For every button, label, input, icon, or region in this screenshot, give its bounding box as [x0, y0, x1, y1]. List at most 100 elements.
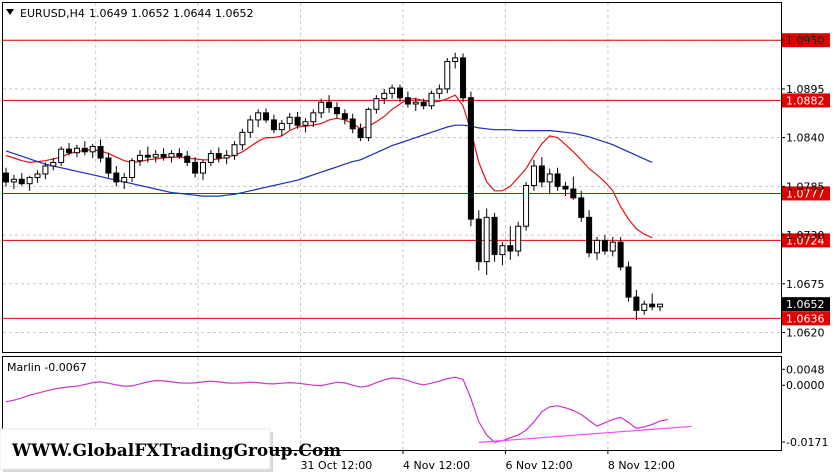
candle[interactable] — [404, 91, 411, 108]
candle[interactable] — [586, 210, 593, 258]
candle[interactable] — [136, 150, 143, 166]
candle-body-bull — [310, 112, 317, 123]
candle[interactable] — [341, 109, 348, 125]
candle[interactable] — [81, 141, 88, 156]
candle[interactable] — [105, 152, 112, 178]
candlesticks[interactable] — [3, 52, 664, 321]
candle[interactable] — [239, 128, 246, 151]
candle[interactable] — [641, 300, 648, 315]
candle[interactable] — [412, 97, 419, 112]
candle[interactable] — [507, 226, 514, 260]
candle[interactable] — [129, 158, 136, 182]
candle[interactable] — [231, 141, 238, 160]
candle[interactable] — [467, 91, 474, 227]
candle[interactable] — [168, 150, 175, 163]
candle[interactable] — [318, 98, 325, 119]
candle[interactable] — [18, 173, 25, 186]
candle[interactable] — [121, 173, 128, 190]
candle-body-bull — [389, 87, 396, 94]
candle[interactable] — [428, 90, 435, 110]
candle[interactable] — [286, 112, 293, 130]
candle[interactable] — [89, 143, 96, 159]
candle[interactable] — [554, 167, 561, 191]
candle[interactable] — [562, 181, 569, 197]
current-price-label: 1.0652 — [786, 298, 825, 311]
candle[interactable] — [302, 118, 309, 133]
candle-body-bear — [270, 119, 277, 131]
candle[interactable] — [26, 175, 33, 191]
main-plot-frame[interactable] — [2, 2, 782, 353]
candle[interactable] — [570, 176, 577, 200]
candle-body-bear — [633, 296, 640, 311]
candle[interactable] — [176, 148, 183, 159]
candle-body-bear — [467, 97, 474, 220]
candle[interactable] — [97, 139, 104, 163]
candle[interactable] — [657, 303, 664, 312]
candle[interactable] — [3, 167, 9, 187]
candle[interactable] — [625, 261, 632, 302]
candle[interactable] — [499, 242, 506, 266]
candle[interactable] — [452, 52, 459, 69]
candle[interactable] — [530, 159, 537, 191]
candle[interactable] — [420, 98, 427, 110]
candle[interactable] — [310, 109, 317, 128]
candle-body-bull — [302, 121, 309, 126]
candle[interactable] — [200, 159, 206, 181]
ind-y-tick-label: -0.0171 — [786, 436, 828, 449]
y-tick-label: 1.0675 — [786, 278, 825, 291]
candle[interactable] — [58, 146, 65, 166]
candle[interactable] — [192, 157, 199, 178]
candle[interactable] — [349, 113, 356, 134]
candle[interactable] — [617, 236, 624, 271]
candle[interactable] — [255, 109, 262, 128]
candle[interactable] — [633, 289, 640, 321]
candle[interactable] — [223, 150, 230, 165]
candle[interactable] — [263, 108, 270, 123]
candle[interactable] — [475, 210, 482, 271]
candle[interactable] — [397, 84, 403, 103]
candle[interactable] — [160, 148, 167, 161]
candle[interactable] — [538, 157, 545, 188]
candle[interactable] — [649, 293, 656, 311]
candle[interactable] — [215, 147, 222, 163]
candle[interactable] — [10, 174, 17, 190]
collapse-triangle-icon[interactable] — [6, 9, 14, 15]
candle[interactable] — [436, 84, 443, 99]
candle[interactable] — [444, 57, 451, 94]
candle-body-bear — [562, 185, 569, 190]
candle[interactable] — [601, 235, 608, 255]
candle[interactable] — [594, 236, 600, 260]
candle[interactable] — [523, 181, 530, 231]
candle[interactable] — [73, 144, 80, 158]
candle[interactable] — [152, 150, 159, 163]
candle[interactable] — [34, 170, 41, 183]
candle[interactable] — [389, 84, 396, 99]
candle[interactable] — [609, 236, 616, 257]
candle[interactable] — [50, 158, 57, 171]
candle[interactable] — [278, 119, 285, 136]
candle[interactable] — [294, 111, 301, 129]
candle[interactable] — [460, 53, 467, 103]
candle[interactable] — [326, 95, 333, 113]
candle[interactable] — [381, 88, 388, 104]
candle[interactable] — [247, 115, 254, 138]
candle[interactable] — [184, 150, 191, 166]
candle[interactable] — [66, 142, 73, 156]
watermark-text: WWW.GlobalFXTradingGroup.Com — [11, 441, 341, 461]
candle[interactable] — [365, 107, 372, 142]
candle[interactable] — [483, 208, 490, 275]
candle[interactable] — [207, 150, 214, 166]
candle[interactable] — [546, 168, 553, 195]
candle[interactable] — [113, 165, 120, 187]
candle[interactable] — [144, 146, 151, 163]
candle-body-bear — [97, 145, 104, 159]
candle[interactable] — [373, 95, 380, 114]
candle[interactable] — [357, 123, 364, 142]
candle[interactable] — [515, 221, 522, 257]
candle[interactable] — [578, 190, 585, 222]
candle[interactable] — [270, 114, 277, 134]
candle[interactable] — [42, 162, 49, 180]
candle[interactable] — [491, 212, 498, 262]
candle[interactable] — [333, 102, 340, 119]
